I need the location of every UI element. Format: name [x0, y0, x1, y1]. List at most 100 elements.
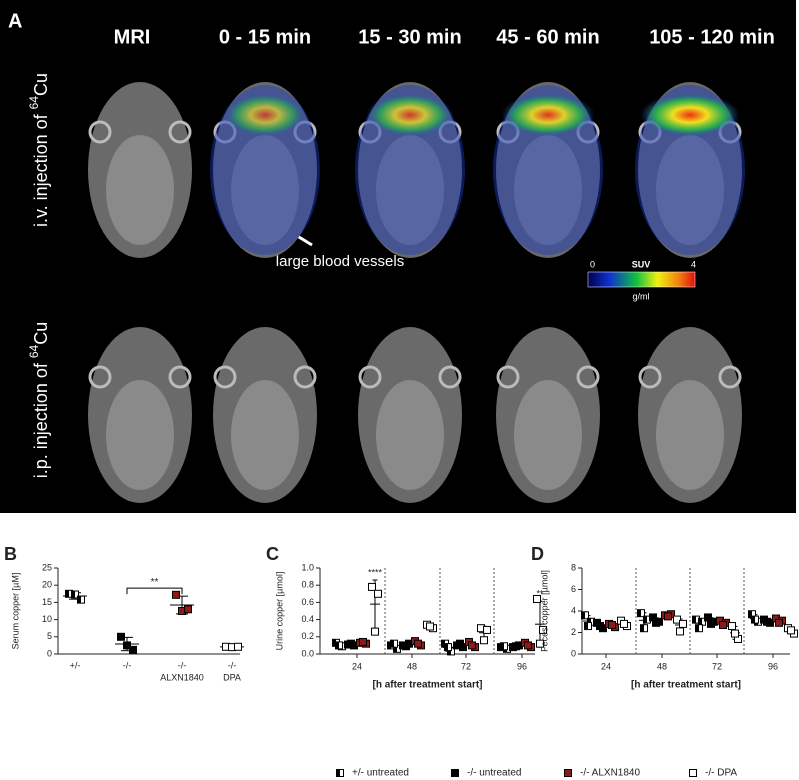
data-point	[787, 626, 795, 635]
marker-body	[652, 618, 660, 627]
marker-body	[374, 589, 382, 598]
isotope-mass: 64	[27, 96, 41, 110]
legend-marker	[564, 769, 572, 777]
y-tick-label: 0	[47, 648, 52, 658]
marker-half	[444, 643, 448, 651]
x-tick-label: DPA	[223, 672, 241, 682]
marker-body	[371, 627, 379, 636]
legend-marker	[689, 769, 697, 777]
column-header: MRI	[114, 26, 151, 48]
eye	[213, 365, 237, 389]
brain	[376, 135, 444, 245]
significance-label: **	[151, 577, 159, 588]
x-tick-label: 72	[712, 661, 722, 671]
marker-half	[500, 642, 504, 650]
column-header: 45 - 60 min	[496, 26, 599, 48]
data-point	[468, 641, 476, 650]
marker-body	[539, 625, 547, 634]
data-point	[640, 624, 648, 633]
colorbar-max: 4	[691, 259, 696, 269]
pet-hotspot	[640, 93, 740, 137]
marker-body	[533, 594, 541, 603]
eye	[88, 365, 112, 389]
isotope-mass: 64	[27, 344, 41, 358]
data-point	[368, 582, 376, 591]
data-point	[234, 642, 242, 651]
y-tick-label: 0.8	[301, 580, 314, 590]
data-point	[719, 620, 727, 629]
brain	[656, 380, 724, 490]
data-point	[673, 615, 681, 624]
data-point	[536, 639, 544, 648]
data-point	[608, 620, 616, 629]
data-point	[664, 612, 672, 621]
data-point	[117, 632, 125, 641]
data-point	[524, 641, 532, 650]
marker-half	[71, 590, 75, 598]
marker-body	[129, 645, 137, 654]
brain	[231, 380, 299, 490]
data-point	[707, 619, 715, 628]
image	[635, 82, 745, 258]
marker-half	[336, 769, 340, 777]
eye	[168, 365, 192, 389]
marker-half	[640, 624, 644, 632]
eye	[438, 365, 462, 389]
pet-hotspot	[224, 93, 306, 137]
eye	[293, 120, 317, 144]
marker-body	[123, 641, 131, 650]
x-tick-label: 72	[461, 661, 471, 671]
y-tick-label: 20	[42, 580, 52, 590]
image	[493, 82, 603, 258]
marker-half	[581, 611, 585, 619]
data-point	[444, 643, 452, 652]
significance-bracket	[126, 587, 183, 595]
data-point	[596, 622, 604, 631]
data-point	[533, 594, 541, 603]
marker-body	[512, 642, 520, 651]
marker-half	[587, 618, 591, 626]
eye	[576, 365, 600, 389]
marker-half	[393, 645, 397, 653]
column-header: 15 - 30 min	[358, 26, 461, 48]
x-tick-label: 24	[601, 661, 611, 671]
x-tick-label: +/-	[70, 660, 81, 670]
image	[213, 327, 317, 503]
marker-body	[731, 629, 739, 638]
data-point	[483, 625, 491, 634]
marker-body	[596, 622, 604, 631]
data-point	[676, 627, 684, 636]
marker-body	[172, 590, 180, 599]
row-text: i.v. injection of	[31, 109, 51, 227]
panel-label: A	[8, 10, 22, 32]
data-point	[402, 642, 410, 651]
x-axis-label: [h after treatment start]	[631, 680, 741, 691]
marker-half	[441, 640, 445, 648]
data-point	[123, 641, 131, 650]
marker-body	[679, 619, 687, 628]
x-tick-label: 96	[768, 661, 778, 671]
x-tick-label: 48	[657, 661, 667, 671]
eye	[496, 365, 520, 389]
x-tick-label: ALXN1840	[160, 672, 204, 682]
marker-half	[637, 609, 641, 617]
marker-body	[184, 605, 192, 614]
colorbar-title: SUV	[632, 259, 651, 269]
marker-body	[608, 620, 616, 629]
eye	[293, 365, 317, 389]
marker-body	[664, 612, 672, 621]
data-point	[71, 590, 79, 599]
data-point	[129, 645, 137, 654]
marker-body	[719, 620, 727, 629]
y-tick-label: 0.4	[301, 614, 314, 624]
marker-body	[468, 641, 476, 650]
y-tick-label: 10	[42, 614, 52, 624]
eye	[358, 365, 382, 389]
marker-body	[480, 636, 488, 645]
eye	[638, 365, 662, 389]
marker-body	[524, 641, 532, 650]
marker-half	[387, 641, 391, 649]
isotope-element: Cu	[31, 73, 51, 96]
colorbar	[587, 271, 696, 288]
